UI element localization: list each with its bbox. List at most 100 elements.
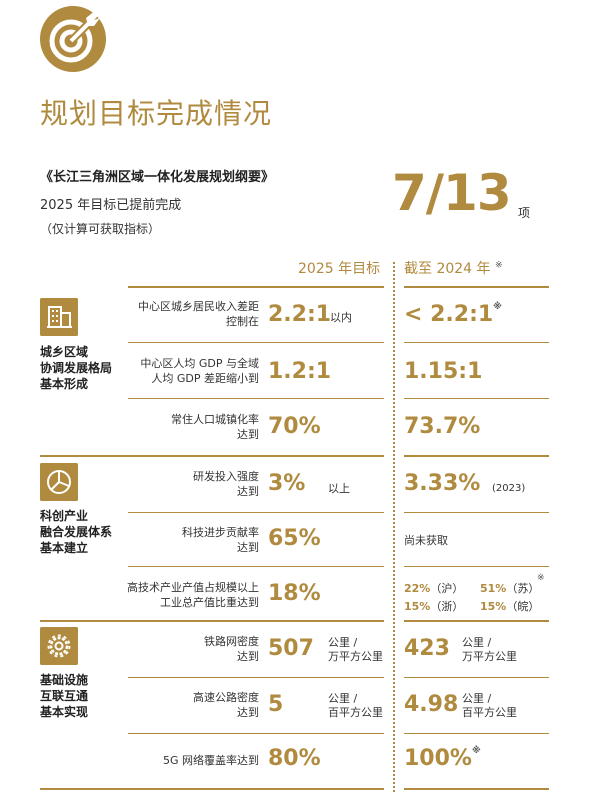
- rule: [128, 398, 384, 399]
- document-title: 《长江三角洲区域一体化发展规划纲要》: [40, 170, 275, 185]
- actual-value: < 2.2:1※: [404, 302, 502, 327]
- regional-value: 15%（皖）: [480, 595, 539, 614]
- row-label-line: 研发投入强度: [193, 470, 259, 483]
- row-label-line: 控制在: [226, 315, 259, 328]
- row-label: 高技术产业产值占规模以上 工业总产值比重达到: [127, 580, 259, 610]
- note-mark: ※: [537, 573, 545, 583]
- actual-unit-line: 公里 /: [462, 636, 492, 649]
- target-value: 2.2:1: [268, 302, 332, 327]
- rule: [404, 566, 549, 567]
- regional-value-region: （苏）: [506, 582, 540, 595]
- target-unit: 以内: [330, 311, 352, 324]
- category-label-line: 融合发展体系: [40, 525, 113, 539]
- row-label: 5G 网络覆盖率达到: [163, 753, 259, 768]
- actual-unit-line: 公里 /: [462, 692, 492, 705]
- category-label: 城乡区域 协调发展格局 基本形成: [40, 344, 112, 392]
- category-label-line: 基本建立: [40, 541, 89, 555]
- rule: [128, 512, 384, 513]
- target-value: 65%: [268, 526, 321, 551]
- rule: [404, 620, 549, 622]
- column-divider: [393, 262, 395, 792]
- column-header-target: 2025 年目标: [298, 261, 381, 277]
- building-icon: [40, 298, 78, 336]
- target-unit-line: 万平方公里: [328, 650, 383, 663]
- category-label-line: 科创产业: [40, 509, 89, 523]
- actual-value: 3.33%: [404, 471, 481, 496]
- actual-status: 尚未获取: [404, 534, 448, 547]
- column-header-actual-mark: ※: [494, 260, 503, 271]
- row-label-line: 中心区城乡居民收入差距: [138, 300, 259, 313]
- rule: [404, 455, 549, 457]
- row-label-line: 达到: [237, 541, 259, 554]
- rule: [404, 286, 549, 288]
- row-label: 中心区人均 GDP 与全域 人均 GDP 差距缩小到: [140, 356, 259, 386]
- regional-value-number: 51%: [480, 582, 507, 595]
- actual-unit-line: 百平方公里: [462, 706, 517, 719]
- document-note: （仅计算可获取指标）: [40, 222, 161, 236]
- target-logo-icon: [40, 6, 106, 72]
- row-label-line: 达到: [237, 428, 259, 441]
- rule: [128, 342, 384, 343]
- row-label-line: 高技术产业产值占规模以上: [127, 581, 259, 594]
- regional-value-number: 22%: [404, 582, 431, 595]
- regional-value: 51%（苏）: [480, 577, 539, 596]
- row-label: 科技进步贡献率 达到: [182, 525, 259, 555]
- row-label-line: 高速公路密度: [193, 691, 259, 704]
- completed-fraction: 7/13: [392, 164, 512, 222]
- row-label-line: 达到: [237, 485, 259, 498]
- rule: [404, 677, 549, 678]
- category-label-line: 互联互通: [40, 689, 89, 703]
- gear-icon: [40, 627, 78, 665]
- row-label: 研发投入强度 达到: [193, 469, 259, 499]
- regional-value: 15%（浙）: [404, 595, 463, 614]
- category-label: 科创产业 融合发展体系 基本建立: [40, 508, 112, 556]
- rule: [128, 677, 384, 678]
- rule: [128, 286, 384, 288]
- actual-unit-line: 万平方公里: [462, 650, 517, 663]
- row-label: 常住人口城镇化率 达到: [171, 412, 259, 442]
- row-label-line: 工业总产值比重达到: [160, 596, 259, 609]
- row-label-line: 中心区人均 GDP 与全域: [140, 357, 259, 370]
- regional-value-number: 15%: [404, 600, 431, 613]
- category-label-line: 协调发展格局: [40, 361, 113, 375]
- actual-unit: 公里 / 万平方公里: [462, 636, 517, 664]
- regional-value: 22%（沪）: [404, 577, 463, 596]
- rule: [40, 455, 384, 457]
- actual-value: 1.15:1: [404, 359, 483, 384]
- row-label-line: 常住人口城镇化率: [171, 413, 259, 426]
- category-label: 基础设施 互联互通 基本实现: [40, 672, 88, 720]
- rule: [40, 788, 384, 790]
- column-header-actual-label: 截至 2024 年: [404, 261, 491, 277]
- regional-value-region: （浙）: [430, 600, 464, 613]
- rule: [404, 512, 549, 513]
- actual-value: 423: [404, 636, 450, 661]
- row-label-line: 铁路网密度: [204, 635, 259, 648]
- rule: [128, 566, 384, 567]
- rule: [128, 733, 384, 734]
- row-label-line: 5G 网络覆盖率达到: [162, 754, 259, 767]
- target-unit: 公里 / 百平方公里: [328, 692, 383, 720]
- rule: [404, 733, 549, 734]
- actual-unit: 公里 / 百平方公里: [462, 692, 517, 720]
- regional-value-region: （皖）: [506, 600, 540, 613]
- category-label-line: 城乡区域: [40, 345, 89, 359]
- actual-value: 4.98: [404, 692, 459, 717]
- target-unit: 以上: [328, 482, 350, 495]
- target-unit: 公里 / 万平方公里: [328, 636, 383, 664]
- rule: [40, 620, 384, 622]
- regional-value-number: 15%: [480, 600, 507, 613]
- row-label-line: 达到: [237, 650, 259, 663]
- target-value: 70%: [268, 414, 321, 439]
- row-label: 铁路网密度 达到: [204, 634, 259, 664]
- category-label-line: 基础设施: [40, 673, 89, 687]
- actual-note: (2023): [492, 483, 526, 494]
- actual-value-text: 100%: [404, 746, 472, 771]
- document-subtitle: 2025 年目标已提前完成: [40, 198, 182, 213]
- category-label-line: 基本实现: [40, 705, 89, 719]
- row-label-line: 人均 GDP 差距缩小到: [151, 372, 259, 385]
- target-unit-line: 公里 /: [328, 636, 358, 649]
- target-value: 5: [268, 692, 284, 717]
- actual-value-text: < 2.2:1: [404, 302, 494, 327]
- row-label-line: 达到: [237, 706, 259, 719]
- row-label: 中心区城乡居民收入差距 控制在: [138, 299, 259, 329]
